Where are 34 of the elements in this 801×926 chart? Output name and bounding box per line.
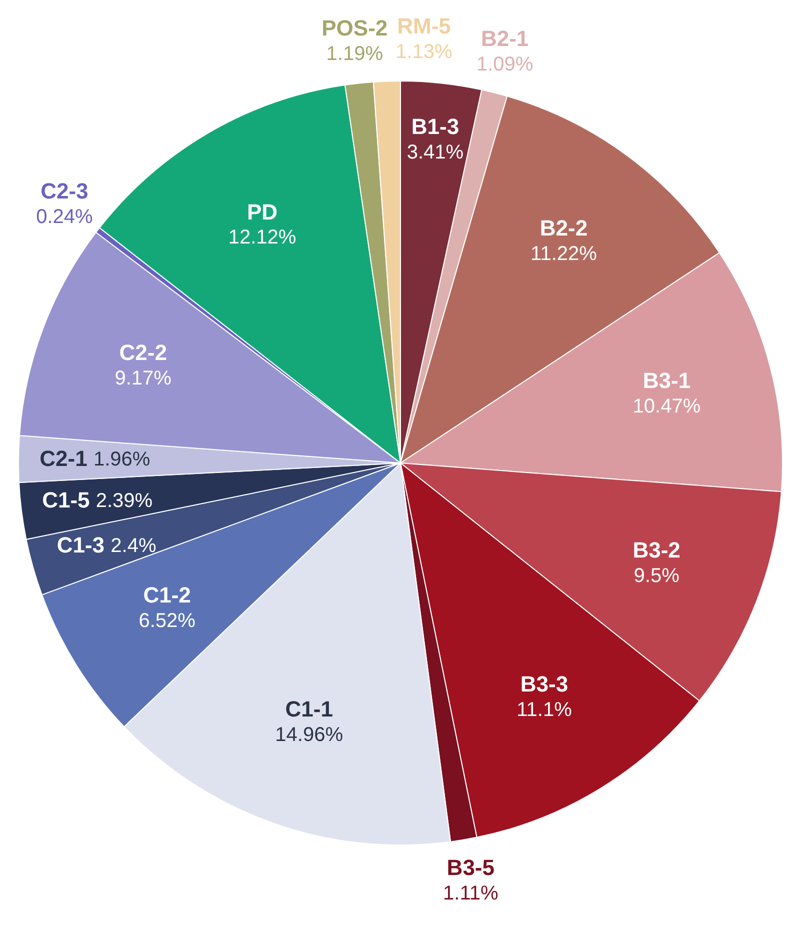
slice-label: C2-2 [119, 340, 167, 366]
slice-label: B2-2 [540, 216, 588, 241]
data-label: 11.22% [530, 243, 598, 266]
slice-label: C1-2 [143, 582, 191, 608]
data-label: 3.41% [406, 142, 464, 164]
data-label: 1.96% [93, 448, 150, 470]
slice-label: B2-1 [480, 26, 529, 52]
data-label: 10.47% [632, 395, 701, 418]
data-label: 1.13% [396, 40, 453, 63]
slice-label: B3-1 [642, 368, 691, 393]
slice-label: B1-3 [411, 114, 460, 140]
slice-label: RM-5 [397, 13, 451, 38]
slice-label: B3-2 [632, 537, 680, 562]
slice-label: C1-1 [285, 696, 333, 722]
data-label: 6.52% [138, 610, 196, 632]
data-label: 9.5% [634, 564, 680, 587]
data-label: 12.12% [228, 226, 296, 249]
slice-label: PD [246, 199, 278, 224]
data-label: 1.19% [326, 43, 384, 66]
slice-label: B3-3 [520, 672, 568, 697]
data-label: 1.11% [443, 882, 498, 905]
slice-label: C2-3 [40, 178, 88, 204]
data-label: 2.39% [96, 490, 153, 512]
slice-label: C2-1 [40, 446, 88, 471]
slice-label: C1-5 [42, 488, 90, 513]
data-label: 11.1% [516, 699, 572, 722]
data-label: 9.17% [114, 368, 172, 390]
slice-label: POS-2 [322, 16, 388, 41]
slice-label: C1-3 [56, 532, 105, 558]
data-label: 2.4% [110, 535, 156, 558]
data-label: 0.24% [36, 206, 94, 228]
data-label: 14.96% [275, 724, 344, 746]
slice-label: B3-5 [446, 855, 494, 880]
data-label: 1.09% [476, 54, 534, 76]
